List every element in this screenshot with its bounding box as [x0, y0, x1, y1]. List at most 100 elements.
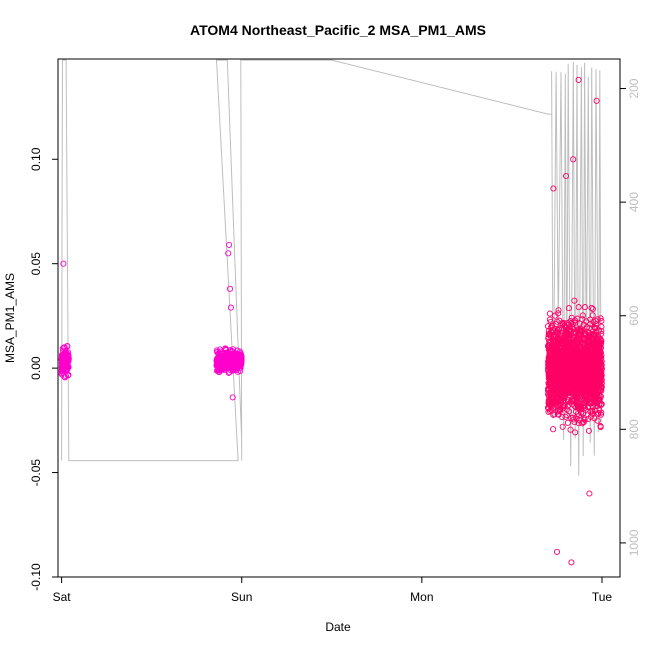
data-point [546, 407, 553, 414]
data-point [597, 411, 604, 418]
x-axis-label: Date [325, 620, 351, 634]
right-tick-label: 1000 [627, 529, 641, 556]
data-point [550, 185, 557, 192]
data-point [584, 403, 591, 410]
data-point [595, 345, 602, 353]
data-point [579, 316, 586, 323]
data-point [58, 355, 66, 362]
data-point [597, 423, 604, 431]
data-point [589, 387, 596, 394]
data-point [562, 356, 569, 363]
data-point [553, 356, 560, 363]
y-tick-label: -0.05 [29, 459, 43, 487]
data-point [60, 260, 67, 267]
data-point [64, 372, 72, 379]
data-point [585, 329, 592, 336]
data-point [546, 330, 553, 337]
data-point [597, 337, 604, 344]
data-point [221, 365, 228, 372]
data-point [549, 337, 556, 344]
data-point [558, 396, 565, 403]
data-point [563, 373, 570, 381]
data-point [556, 403, 563, 410]
data-point [588, 304, 595, 311]
data-point [563, 365, 570, 372]
y-axis-label: MSA_PM1_AMS [3, 273, 17, 363]
data-point [545, 401, 553, 408]
x-tick-label: Sat [53, 590, 72, 604]
data-point [564, 403, 571, 410]
data-point [569, 397, 576, 404]
data-point [555, 310, 562, 317]
data-point [596, 396, 603, 403]
data-point [587, 371, 594, 378]
data-point [577, 326, 584, 333]
data-point [226, 241, 233, 248]
data-point [551, 364, 558, 371]
data-point [229, 367, 236, 374]
data-point [594, 417, 601, 424]
y-axis: -0.10 -0.05 0.00 0.05 0.10 [29, 147, 58, 591]
data-point [588, 342, 595, 349]
data-point [552, 321, 560, 328]
data-point [546, 348, 553, 356]
data-point [576, 327, 583, 334]
data-point [564, 419, 571, 426]
data-point [550, 426, 557, 433]
data-point [549, 326, 556, 333]
data-point [578, 365, 585, 372]
data-point [563, 379, 570, 386]
data-point [581, 403, 588, 410]
data-point [583, 323, 591, 331]
data-point [571, 419, 578, 426]
data-point [594, 355, 601, 362]
data-point [573, 415, 580, 422]
data-point [579, 312, 586, 319]
data-point [565, 305, 572, 312]
data-point [581, 304, 588, 311]
x-tick-label: Sun [231, 590, 252, 604]
data-point [589, 410, 596, 417]
data-point [572, 372, 579, 379]
data-point [550, 348, 557, 355]
y-tick-label: 0.00 [29, 356, 43, 380]
data-point [576, 320, 583, 327]
data-point [575, 76, 582, 83]
data-point [555, 307, 562, 314]
data-point [546, 338, 553, 345]
data-point [572, 429, 579, 436]
data-point [545, 393, 553, 400]
data-point [592, 325, 599, 332]
data-point [589, 382, 596, 389]
data-point [237, 362, 244, 369]
data-point [578, 404, 585, 411]
data-point [596, 380, 604, 388]
y-tick-label: 0.05 [29, 252, 43, 276]
data-point [560, 357, 567, 364]
data-point [566, 336, 573, 343]
data-point [591, 381, 598, 388]
data-point [223, 354, 230, 361]
data-point [552, 382, 559, 389]
y-tick-label: 0.10 [29, 147, 43, 171]
data-point [562, 382, 569, 389]
data-point [579, 410, 586, 418]
data-point [568, 559, 575, 566]
data-point [596, 339, 603, 346]
altitude-trace [61, 59, 602, 476]
data-point [544, 323, 552, 330]
data-point [556, 317, 563, 324]
data-point [545, 408, 552, 415]
data-point [569, 320, 576, 328]
data-point [218, 353, 225, 360]
data-point [577, 388, 584, 395]
data-point [567, 426, 574, 433]
data-point [581, 371, 588, 379]
data-point [226, 285, 234, 292]
data-point [560, 334, 567, 341]
data-point [223, 346, 230, 353]
data-point [575, 350, 582, 357]
data-point [593, 97, 600, 104]
data-point [585, 415, 592, 423]
data-point [213, 362, 220, 369]
